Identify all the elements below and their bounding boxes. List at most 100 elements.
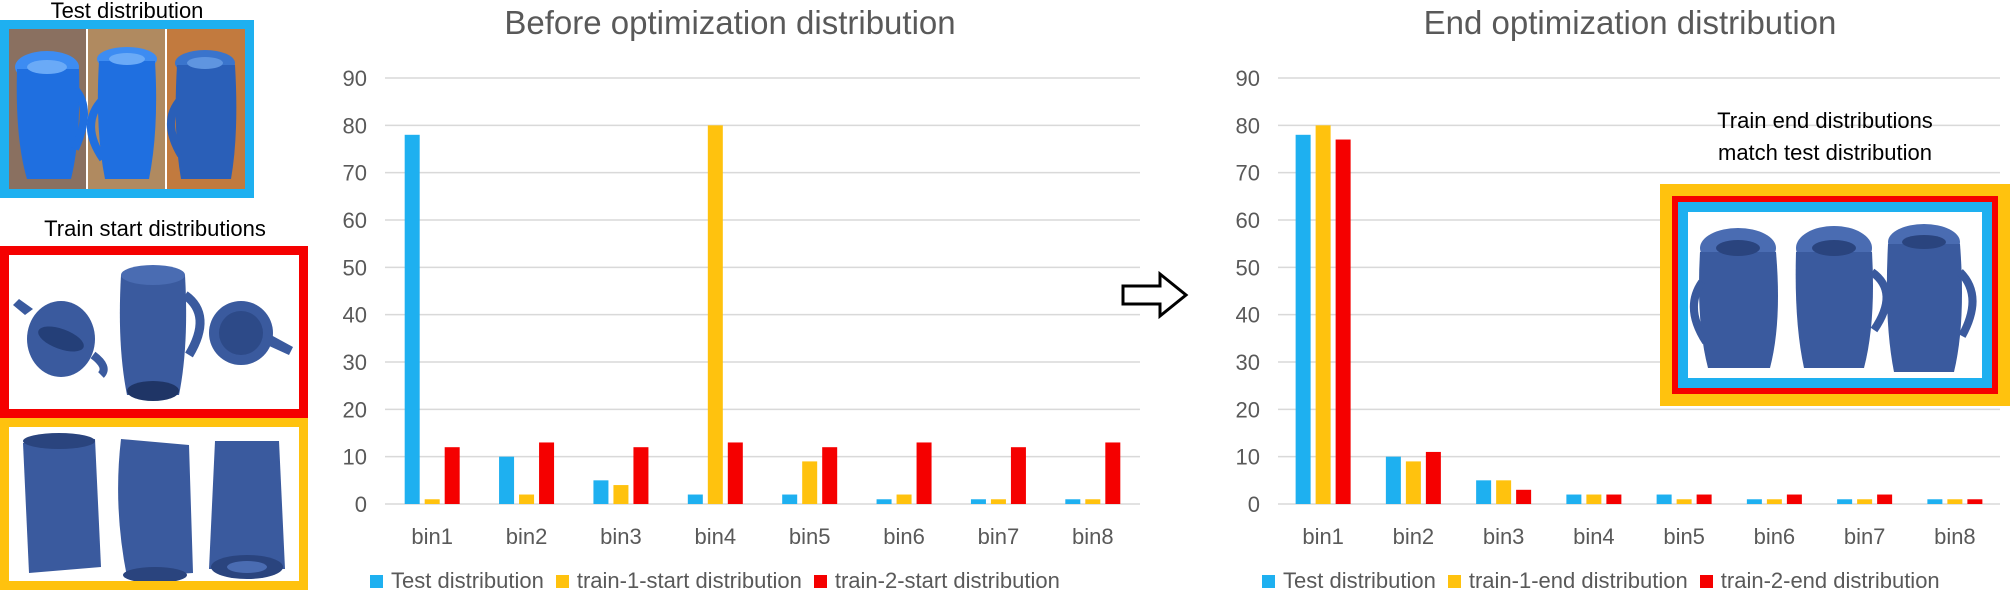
x-tick-label: bin5 xyxy=(1663,524,1705,549)
pitcher-render-b xyxy=(118,439,193,581)
train-1-start-frame xyxy=(0,418,308,590)
bar-bin7-series-2 xyxy=(990,499,1006,504)
x-tick-label: bin1 xyxy=(1302,524,1344,549)
train-2-start-frame xyxy=(0,246,308,418)
inset-caption-line-1: Train end distributions xyxy=(1717,108,1933,133)
x-tick-label: bin2 xyxy=(506,524,548,549)
test-photos xyxy=(9,29,245,189)
y-tick-label: 40 xyxy=(1236,303,1260,328)
bar-bin8-series-2 xyxy=(1947,499,1963,504)
train-start-label: Train start distributions xyxy=(44,216,266,241)
test-distribution-frame xyxy=(0,20,254,198)
legend-label: train-1-start distribution xyxy=(576,568,802,593)
bar-bin2-series-3 xyxy=(1425,451,1441,504)
legend-label: train-1-end distribution xyxy=(1468,568,1688,593)
bar-bin1-series-1 xyxy=(1295,134,1311,505)
bar-bin3-series-1 xyxy=(1476,480,1492,504)
bar-bin2-series-2 xyxy=(1405,461,1421,504)
x-tick-label: bin7 xyxy=(978,524,1020,549)
chart-2-title: End optimization distribution xyxy=(1423,4,1837,41)
y-tick-label: 30 xyxy=(343,350,367,375)
bar-bin5-series-1 xyxy=(782,494,798,504)
x-tick-label: bin8 xyxy=(1934,524,1976,549)
bar-bin8-series-1 xyxy=(1927,499,1943,504)
y-tick-label: 40 xyxy=(343,303,367,328)
pitcher-render-a xyxy=(23,433,101,573)
y-tick-label: 30 xyxy=(1236,350,1260,375)
bar-bin1-series-3 xyxy=(444,447,460,504)
bar-bin5-series-3 xyxy=(822,447,838,504)
bar-bin8-series-3 xyxy=(1967,499,1983,504)
pitcher-render-top xyxy=(13,299,108,378)
x-tick-label: bin6 xyxy=(883,524,925,549)
chart-1-title: Before optimization distribution xyxy=(504,4,956,41)
bar-bin1-series-2 xyxy=(1315,125,1331,504)
test-distribution-label: Test distribution xyxy=(50,0,204,23)
legend-swatch xyxy=(1447,574,1461,588)
train-end-frame-mid xyxy=(1672,196,1998,394)
bar-bin3-series-3 xyxy=(633,447,649,504)
bar-bin5-series-2 xyxy=(1676,499,1692,504)
chart-2-legend: Test distribution train-1-end distributio… xyxy=(1262,568,1952,594)
bar-bin6-series-1 xyxy=(876,499,892,504)
pitcher-end-3 xyxy=(1886,224,1977,372)
train-end-frame-inner xyxy=(1678,202,1992,388)
legend-swatch xyxy=(1262,574,1275,588)
bar-bin2-series-1 xyxy=(499,456,515,504)
bar-bin4-series-3 xyxy=(1606,494,1622,504)
legend-item-3: train-2-start distribution xyxy=(813,568,1060,594)
legend-label: train-2-start distribution xyxy=(834,568,1060,593)
y-tick-label: 0 xyxy=(1248,492,1260,517)
legend-swatch xyxy=(555,574,569,588)
bar-bin8-series-1 xyxy=(1065,499,1081,504)
bar-bin6-series-2 xyxy=(1766,499,1782,504)
bar-bin2-series-3 xyxy=(539,442,555,504)
bar-bin6-series-3 xyxy=(1786,494,1802,504)
bar-bin6-series-2 xyxy=(896,494,912,504)
bar-bin7-series-1 xyxy=(1837,499,1853,504)
x-tick-label: bin5 xyxy=(789,524,831,549)
pitcher-photo-3 xyxy=(167,50,237,179)
y-tick-label: 20 xyxy=(1236,397,1260,422)
legend-item-1: Test distribution xyxy=(370,568,544,594)
pitcher-render-side xyxy=(209,301,293,365)
y-tick-label: 90 xyxy=(1236,66,1260,91)
pitcher-end-1 xyxy=(1689,228,1778,368)
legend-item-1: Test distribution xyxy=(1262,568,1436,594)
x-tick-label: bin7 xyxy=(1844,524,1886,549)
legend-label: Test distribution xyxy=(391,568,544,593)
y-tick-label: 60 xyxy=(1236,208,1260,233)
bar-bin4-series-1 xyxy=(1566,494,1582,504)
bar-bin1-series-1 xyxy=(404,134,420,505)
bar-bin2-series-2 xyxy=(519,494,535,504)
pitcher-photo-1 xyxy=(15,51,88,179)
x-tick-label: bin1 xyxy=(411,524,453,549)
inset-caption-line-2: match test distribution xyxy=(1718,140,1932,165)
x-tick-label: bin4 xyxy=(1573,524,1615,549)
y-tick-label: 20 xyxy=(343,397,367,422)
legend-label: train-2-end distribution xyxy=(1720,568,1940,593)
bar-bin7-series-2 xyxy=(1857,499,1873,504)
train-2-start-renders xyxy=(13,265,293,401)
bar-bin6-series-1 xyxy=(1746,499,1762,504)
train-end-frame-outer xyxy=(1660,184,2010,406)
bar-bin3-series-2 xyxy=(613,485,629,504)
train-1-start-renders xyxy=(23,433,285,581)
bar-bin2-series-1 xyxy=(1385,456,1401,504)
pitcher-render-c xyxy=(209,441,285,579)
legend-item-3: train-2-end distribution xyxy=(1699,568,1940,594)
x-tick-label: bin2 xyxy=(1393,524,1435,549)
x-tick-label: bin3 xyxy=(600,524,642,549)
y-tick-label: 80 xyxy=(1236,113,1260,138)
legend-swatch xyxy=(1699,574,1713,588)
bar-bin7-series-3 xyxy=(1010,447,1026,504)
legend-label: Test distribution xyxy=(1283,568,1436,593)
legend-swatch xyxy=(370,574,383,588)
x-tick-label: bin3 xyxy=(1483,524,1525,549)
bar-bin4-series-2 xyxy=(1586,494,1602,504)
chart-1-legend: Test distribution train-1-start distribut… xyxy=(370,568,1072,594)
pitcher-end-2 xyxy=(1795,226,1891,368)
y-tick-label: 70 xyxy=(1236,161,1260,186)
bar-bin8-series-3 xyxy=(1105,442,1121,504)
legend-item-2: train-1-end distribution xyxy=(1447,568,1688,594)
